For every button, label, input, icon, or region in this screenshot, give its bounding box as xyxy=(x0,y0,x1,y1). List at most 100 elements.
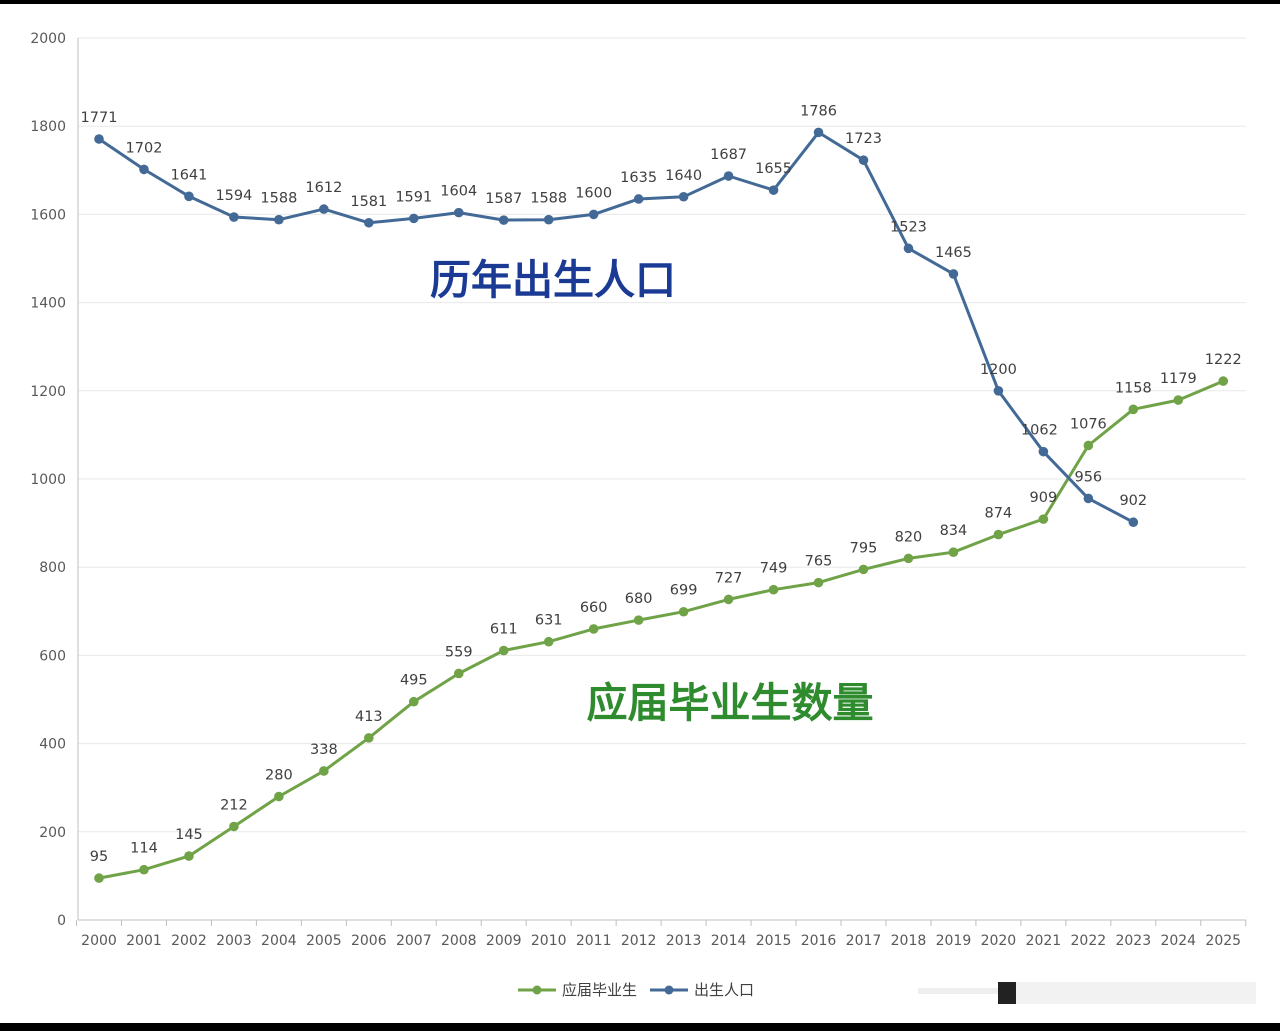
y-tick-label: 600 xyxy=(39,648,66,664)
data-point xyxy=(184,851,194,861)
y-axis-ticks: 0 200 400 600 800 1000 1200 1400 1600 1800 2000 xyxy=(30,31,66,929)
data-point xyxy=(1128,517,1139,528)
data-label: 1465 xyxy=(935,245,972,261)
data-point xyxy=(903,553,914,564)
data-point xyxy=(94,873,104,883)
data-label: 95 xyxy=(90,849,108,865)
x-tick-label: 2002 xyxy=(171,933,207,949)
data-label: 212 xyxy=(220,798,248,814)
data-point xyxy=(903,243,914,254)
x-tick-label: 2011 xyxy=(576,933,612,949)
data-label: 1641 xyxy=(170,167,207,183)
data-point xyxy=(993,529,1004,540)
data-point xyxy=(498,215,509,225)
x-tick-label: 2018 xyxy=(891,933,927,949)
data-label: 1222 xyxy=(1205,352,1242,368)
data-label: 749 xyxy=(760,561,788,577)
x-tick-label: 2005 xyxy=(306,933,342,949)
data-point xyxy=(364,733,374,743)
data-label: 727 xyxy=(715,570,743,586)
legend-label-graduates: 应届毕业生 xyxy=(562,981,637,999)
data-point xyxy=(633,194,644,204)
y-tick-label: 1400 xyxy=(30,296,66,312)
data-point xyxy=(543,636,554,647)
x-tick-label: 2017 xyxy=(846,933,882,949)
data-point xyxy=(948,269,959,279)
data-label: 1771 xyxy=(81,110,118,126)
data-label: 956 xyxy=(1074,469,1102,485)
data-point xyxy=(678,606,689,617)
x-tick-label: 2014 xyxy=(711,933,747,949)
x-tick-label: 2023 xyxy=(1115,933,1151,949)
data-label: 559 xyxy=(445,644,473,660)
data-label: 834 xyxy=(940,523,968,539)
y-tick-label: 1200 xyxy=(30,384,66,400)
x-tick-label: 2025 xyxy=(1205,933,1241,949)
data-point xyxy=(1083,440,1094,451)
legend-marker-births xyxy=(664,985,674,995)
data-point xyxy=(948,547,959,558)
data-label: 1062 xyxy=(1021,423,1058,439)
data-labels: 95 114 145 212 280 338 413 495 559 611 631 660 680 69… xyxy=(81,103,1242,865)
annotation-graduates-count: 应届毕业生数量 xyxy=(587,679,874,727)
x-tick-label: 2007 xyxy=(396,933,432,949)
data-point xyxy=(184,191,194,202)
data-point xyxy=(1128,404,1139,415)
data-label: 902 xyxy=(1119,493,1147,509)
watermark-fade xyxy=(918,988,998,994)
data-point xyxy=(453,668,464,679)
data-label: 1591 xyxy=(395,189,432,205)
x-tick-label: 2012 xyxy=(621,933,657,949)
data-label: 874 xyxy=(985,506,1013,522)
y-tick-label: 1000 xyxy=(30,472,66,488)
y-tick-label: 0 xyxy=(57,913,66,929)
data-label: 280 xyxy=(265,768,293,784)
data-label: 631 xyxy=(535,613,563,629)
data-label: 145 xyxy=(175,827,203,843)
data-point xyxy=(229,821,239,832)
y-tick-label: 1600 xyxy=(30,207,66,223)
data-point xyxy=(768,185,779,195)
data-point xyxy=(678,191,689,202)
x-tick-label: 2019 xyxy=(936,933,972,949)
watermark-strip xyxy=(1016,982,1256,1004)
y-tick-label: 2000 xyxy=(30,31,66,47)
data-label: 1640 xyxy=(665,168,702,184)
legend-marker-graduates xyxy=(532,985,542,995)
data-label: 909 xyxy=(1030,490,1058,506)
legend: 应届毕业生 出生人口 xyxy=(518,981,754,999)
data-label: 338 xyxy=(310,742,338,758)
data-label: 1588 xyxy=(260,191,297,207)
data-point xyxy=(1173,395,1184,405)
data-label: 611 xyxy=(490,622,518,638)
data-point xyxy=(588,624,599,634)
data-label: 795 xyxy=(850,540,878,556)
chart-card: 0 200 400 600 800 1000 1200 1400 1600 1800 2000 20… xyxy=(0,4,1280,1023)
data-label: 1612 xyxy=(305,180,342,196)
x-tick-label: 2024 xyxy=(1160,933,1196,949)
watermark-block xyxy=(998,982,1016,1004)
data-point xyxy=(94,134,104,144)
data-point xyxy=(1038,514,1049,524)
data-point xyxy=(858,155,869,165)
data-point xyxy=(408,213,419,224)
data-point xyxy=(1218,376,1229,386)
data-point xyxy=(1038,446,1049,457)
legend-label-births: 出生人口 xyxy=(694,981,754,999)
data-label: 1786 xyxy=(800,103,837,119)
data-label: 1179 xyxy=(1160,371,1197,387)
data-point xyxy=(1083,493,1094,504)
data-point xyxy=(139,164,149,175)
y-tick-label: 400 xyxy=(39,737,66,753)
series-line-graduates xyxy=(98,379,1224,880)
data-label: 660 xyxy=(580,600,608,616)
x-tick-label: 2022 xyxy=(1071,933,1107,949)
series-line-births xyxy=(98,130,1135,524)
data-label: 1200 xyxy=(980,362,1017,378)
data-label: 1687 xyxy=(710,147,747,163)
data-label: 1655 xyxy=(755,161,792,177)
data-label: 413 xyxy=(355,709,383,725)
data-label: 114 xyxy=(130,841,158,857)
data-label: 1076 xyxy=(1070,416,1107,432)
